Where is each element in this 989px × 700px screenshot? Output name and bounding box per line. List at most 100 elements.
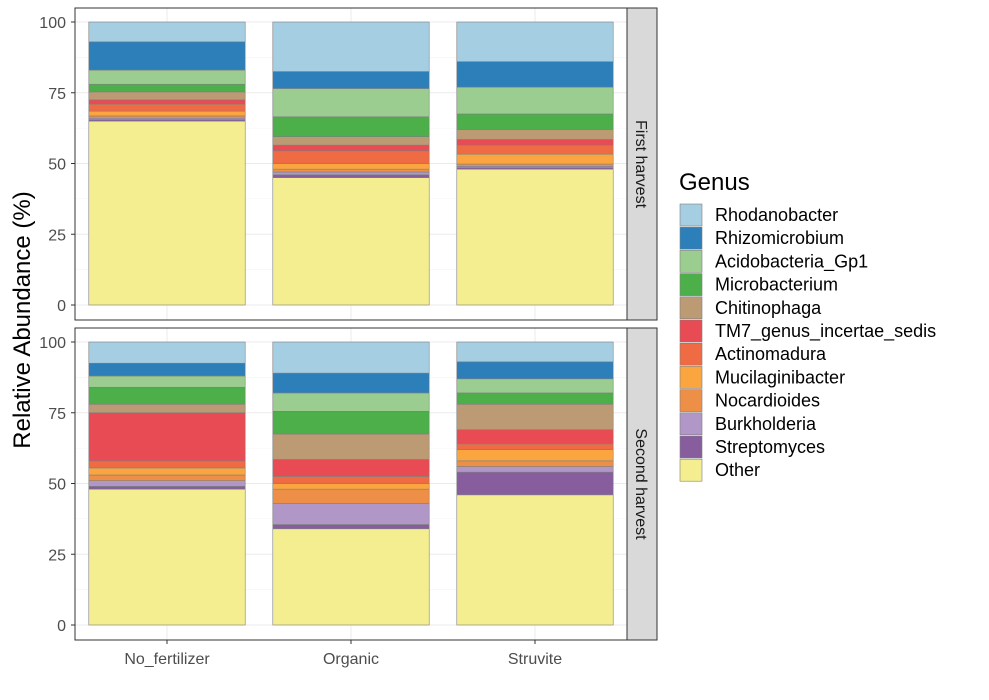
- x-axis-ticks: No_fertilizer Organic Struvite: [124, 640, 562, 668]
- legend-label: Chitinophaga: [715, 298, 822, 318]
- bar-segment-chitinophaga: [88, 403, 246, 414]
- legend-key: [679, 412, 703, 436]
- bar-segment-mucilaginibacter: [272, 483, 430, 490]
- bar-segment-burkholderia: [272, 503, 430, 525]
- legend-label: TM7_genus_incertae_sedis: [715, 321, 936, 342]
- legend-items: Rhodanobacter Rhizomicrobium Acidobacteria…: [679, 203, 936, 482]
- bar-segment-acidobacteria-gp1: [88, 69, 246, 85]
- bar-segment-streptomyces: [272, 524, 430, 530]
- y-tick-label: 75: [48, 406, 66, 423]
- bar-segment-actinomadura: [88, 103, 246, 112]
- legend: Genus Rhodanobacter Rhizomicrobium Acidoba…: [679, 169, 936, 482]
- bar-segment-acidobacteria-gp1: [272, 88, 430, 118]
- bar-segment-microbacterium: [456, 392, 614, 405]
- legend-key: [679, 226, 703, 250]
- bar-segment-other: [272, 177, 430, 306]
- legend-key: [679, 458, 703, 482]
- y-tick-label: 25: [48, 227, 66, 244]
- legend-key: [679, 296, 703, 320]
- bar-segment-rhodanobacter: [456, 341, 614, 363]
- legend-label: Microbacterium: [715, 275, 838, 295]
- bar-segment-chitinophaga: [456, 403, 614, 431]
- y-tick-label: 0: [57, 298, 66, 315]
- bar-segment-nocardioides: [88, 474, 246, 481]
- facet-strip-label: First harvest: [632, 120, 649, 209]
- bar-segment-mucilaginibacter: [88, 467, 246, 476]
- bar-segment-nocardioides: [272, 488, 430, 504]
- legend-key: [679, 203, 703, 227]
- bar-segment-rhodanobacter: [272, 21, 430, 72]
- bar-segment-rhizomicrobium: [456, 361, 614, 380]
- y-tick-label: 25: [48, 547, 66, 564]
- bar-segment-other: [88, 488, 246, 626]
- legend-label: Acidobacteria_Gp1: [715, 251, 868, 272]
- legend-label: Other: [715, 460, 760, 480]
- legend-key: [679, 366, 703, 389]
- y-tick-label: 0: [57, 618, 66, 635]
- bar-segment-rhizomicrobium: [456, 61, 614, 88]
- bar-segment-chitinophaga: [88, 91, 246, 101]
- bar-segment-burkholderia: [272, 171, 430, 176]
- bar-segment-tm7-genus-incertae-sedis: [88, 99, 246, 105]
- bar-segment-microbacterium: [88, 83, 246, 93]
- facet-strip-label: Second harvest: [632, 428, 649, 540]
- bar-segment-other: [88, 120, 246, 306]
- legend-key: [679, 250, 703, 273]
- legend-title: Genus: [679, 169, 750, 196]
- bar-segment-burkholderia: [88, 480, 246, 487]
- bar-segment-microbacterium: [272, 411, 430, 435]
- y-tick-label: 100: [39, 15, 66, 32]
- legend-label: Burkholderia: [715, 414, 817, 434]
- bar-segment-acidobacteria-gp1: [272, 392, 430, 412]
- bar-segment-actinomadura: [456, 443, 614, 450]
- bar-segment-streptomyces: [272, 174, 430, 178]
- bar-segment-mucilaginibacter: [456, 153, 614, 165]
- bar-segment-actinomadura: [456, 144, 614, 155]
- legend-label: Rhizomicrobium: [715, 228, 844, 248]
- legend-label: Rhodanobacter: [715, 205, 838, 225]
- y-axis-title: Relative Abundance (%): [9, 191, 36, 448]
- legend-label: Nocardioides: [715, 391, 820, 411]
- bar-segment-streptomyces: [456, 471, 614, 496]
- legend-key: [679, 342, 703, 366]
- facet-strip: [626, 7, 658, 321]
- bar-segment-mucilaginibacter: [456, 449, 614, 462]
- bar-segment-streptomyces: [88, 486, 246, 490]
- bar-segment-rhodanobacter: [88, 341, 246, 364]
- bar-segment-tm7-genus-incertae-sedis: [88, 412, 246, 462]
- bar-segment-burkholderia: [456, 466, 614, 473]
- legend-key: [679, 273, 703, 296]
- facet-panel: 0 25 50 75 100 Second harvest: [39, 327, 658, 641]
- y-tick-label: 75: [48, 86, 66, 103]
- bar-segment-rhizomicrobium: [88, 362, 246, 377]
- legend-label: Mucilaginibacter: [715, 367, 845, 387]
- bar-segment-actinomadura: [88, 460, 246, 469]
- legend-key: [679, 319, 703, 343]
- bar-segment-mucilaginibacter: [272, 163, 430, 170]
- bar-segment-other: [456, 494, 614, 626]
- bar-segment-rhizomicrobium: [272, 372, 430, 394]
- bar-segment-nocardioides: [88, 115, 246, 119]
- bar-segment-microbacterium: [456, 113, 614, 130]
- bar-segment-nocardioides: [456, 163, 614, 167]
- chart-panels: 0 25 50 75 100 First harvest 0 25 50 75 100 Second …: [39, 7, 658, 641]
- bar-segment-rhodanobacter: [272, 341, 430, 374]
- bar-segment-tm7-genus-incertae-sedis: [456, 429, 614, 445]
- bar-segment-other: [272, 528, 430, 626]
- legend-key: [679, 435, 703, 459]
- x-tick-label: No_fertilizer: [124, 651, 210, 668]
- y-tick-label: 50: [48, 157, 66, 174]
- bar-segment-actinomadura: [272, 150, 430, 164]
- bar-segment-other: [456, 168, 614, 306]
- y-tick-label: 100: [39, 335, 66, 352]
- legend-label: Streptomyces: [715, 437, 825, 457]
- bar-segment-chitinophaga: [456, 129, 614, 140]
- bar-segment-rhizomicrobium: [88, 41, 246, 71]
- bar-segment-mucilaginibacter: [88, 110, 246, 117]
- bar-segment-microbacterium: [88, 386, 246, 405]
- bar-segment-rhodanobacter: [456, 21, 614, 62]
- bar-segment-nocardioides: [272, 168, 430, 173]
- bar-segment-acidobacteria-gp1: [456, 378, 614, 394]
- bar-segment-tm7-genus-incertae-sedis: [272, 144, 430, 152]
- bar-segment-acidobacteria-gp1: [88, 375, 246, 388]
